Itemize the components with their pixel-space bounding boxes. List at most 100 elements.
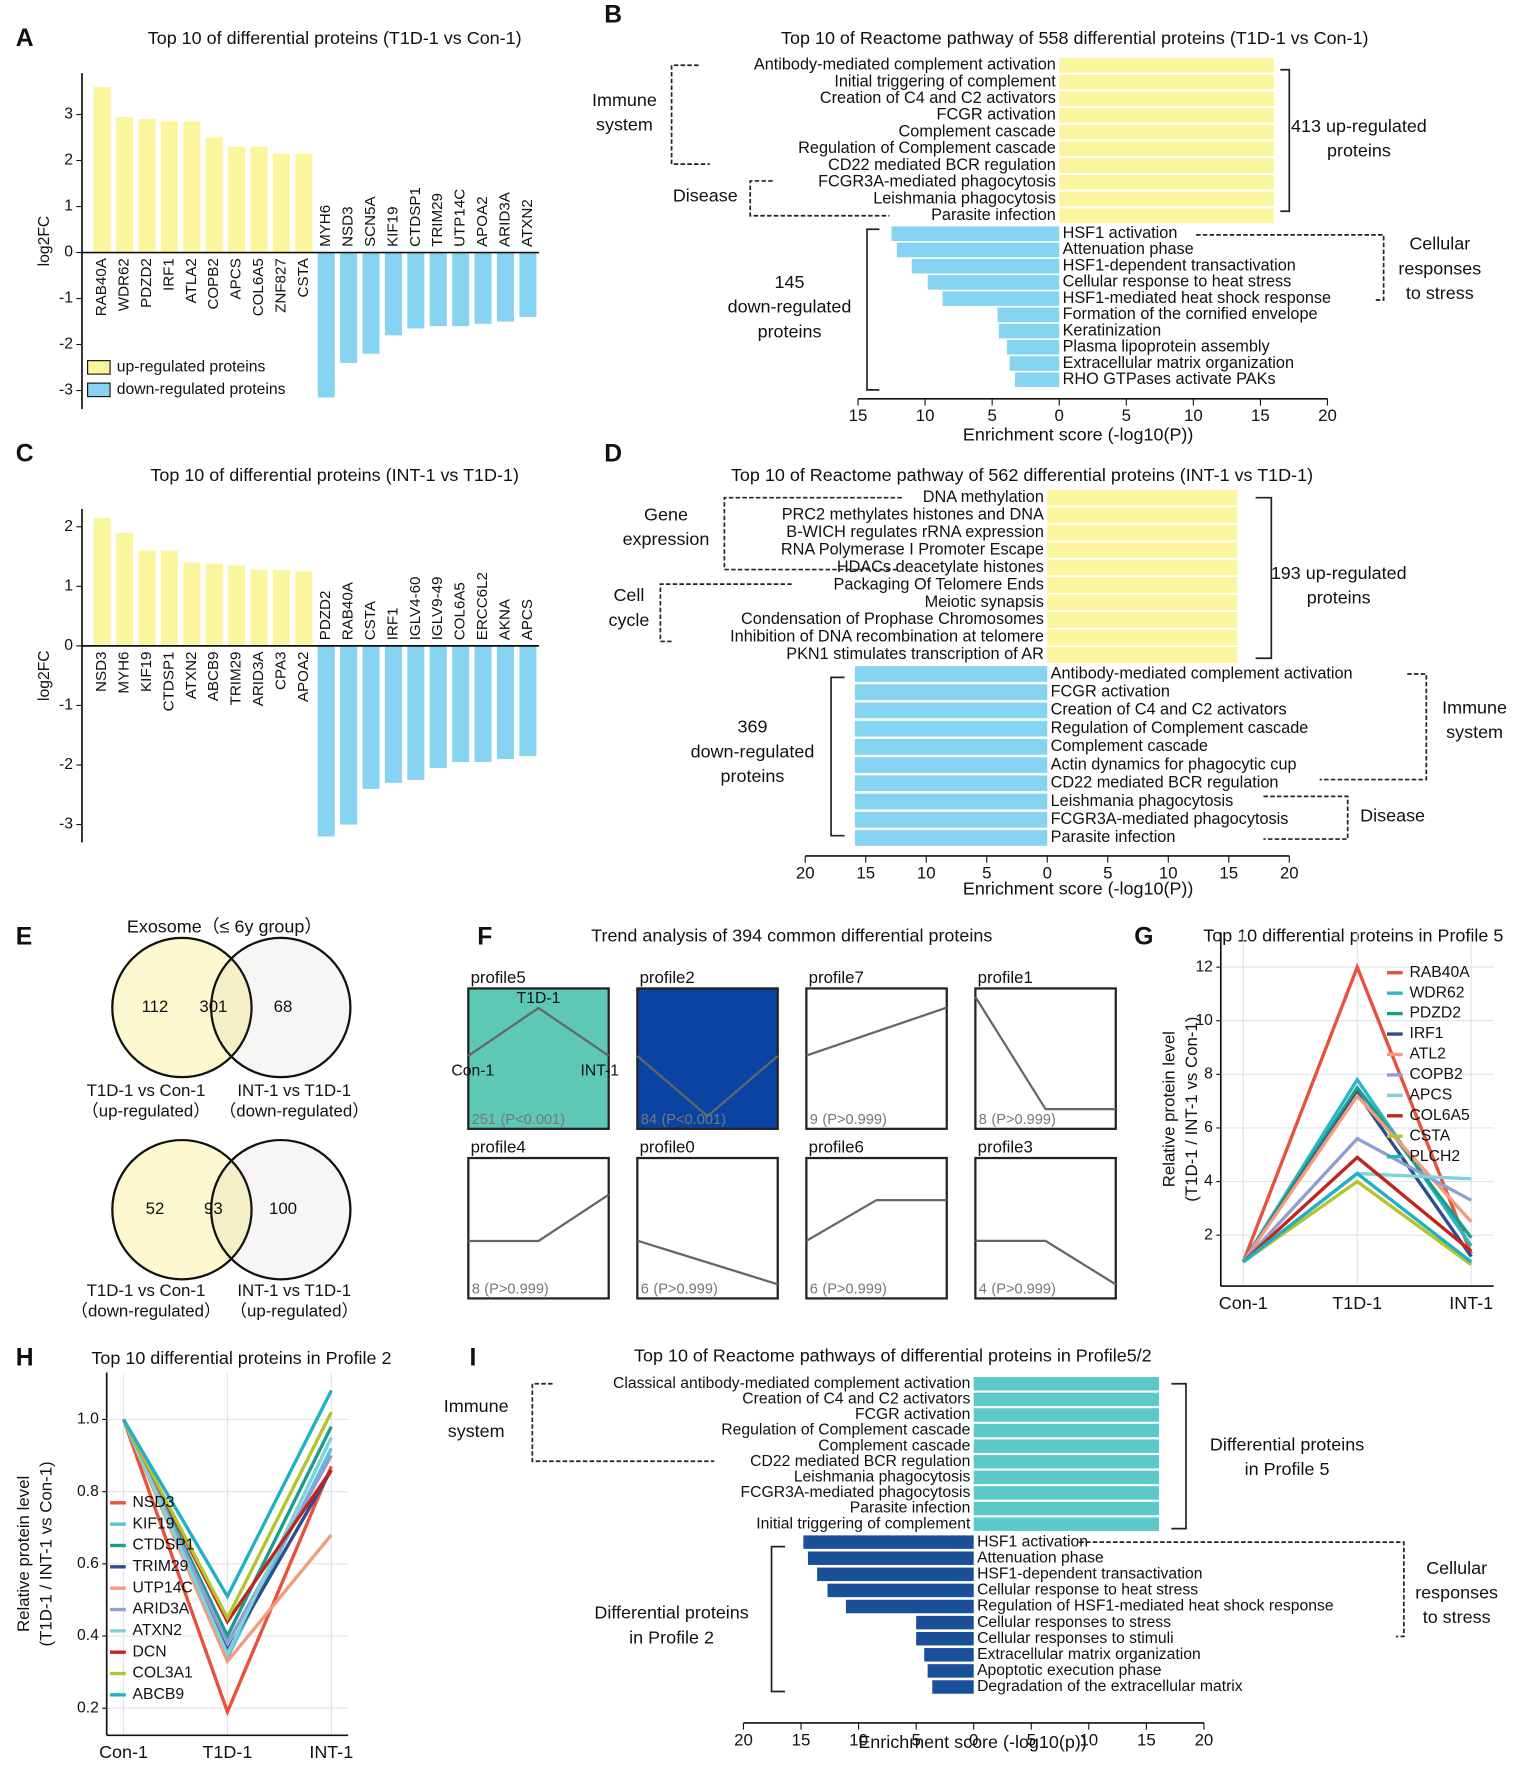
bar (317, 645, 335, 837)
bar (854, 811, 1048, 828)
x-tick-label: IRF1 (384, 607, 401, 640)
bar (891, 226, 1060, 242)
bar-label: RNA Polymerase I Promoter Escape (781, 540, 1044, 558)
legend-label: CTDSP1 (133, 1537, 195, 1554)
bar (1059, 208, 1274, 224)
y-axis-label: Relative protein level (14, 1476, 33, 1632)
bar (272, 153, 290, 253)
x-tick-label: 5 (982, 863, 991, 882)
legend-label: UTP14C (133, 1579, 193, 1596)
bar (1047, 612, 1238, 628)
x-tick-label: APOA2 (295, 652, 312, 703)
x-tick-label: ATLA2 (183, 258, 200, 303)
bar-label: Attenuation phase (977, 1549, 1104, 1566)
bar-label: Creation of C4 and C2 activators (742, 1391, 970, 1408)
x-tick-label: 0 (1043, 863, 1052, 882)
x-axis-label: Enrichment score (-log10(P)) (963, 425, 1193, 445)
profile-count: 84 (P<0.001) (641, 1112, 726, 1128)
bar-label: Extracellular matrix organization (1063, 354, 1294, 372)
y-tick-label: 8 (1204, 1065, 1213, 1082)
chart-title: Top 10 of Reactome pathways of different… (634, 1346, 1152, 1366)
x-tick-label: KIF19 (138, 652, 155, 692)
panel-letter: A (16, 25, 34, 52)
series-line (1242, 1136, 1473, 1264)
x-tick-label: 15 (1219, 863, 1238, 882)
bar-label: Leishmania phagocytosis (1051, 792, 1234, 810)
p-value: (P<0.001) (661, 1112, 726, 1128)
bar (973, 1486, 1160, 1500)
legend-label: ARID3A (133, 1601, 190, 1618)
venn-right (210, 936, 352, 1079)
annotation: Disease (1360, 805, 1425, 825)
profile-count: 6 (P>0.999) (810, 1281, 887, 1297)
x-tick-label: RAB40A (340, 581, 357, 640)
bar-label: Cellular responses to stimuli (977, 1630, 1174, 1647)
profile-x-label: INT-1 (581, 1063, 619, 1080)
x-tick-label: WDR62 (116, 258, 133, 311)
legend-label: COL6A5 (1409, 1107, 1470, 1124)
bar (854, 666, 1048, 682)
bar (1006, 339, 1060, 355)
y-tick-label: 1 (64, 577, 73, 594)
bar (340, 645, 358, 825)
bar (183, 121, 201, 253)
venn-label: （up-regulated） (82, 1101, 210, 1120)
x-tick-label: PDZD2 (138, 258, 155, 308)
annotation: 145 (775, 272, 805, 292)
dashed-connector (1196, 234, 1385, 301)
venn-count: 301 (199, 997, 227, 1016)
series-line (122, 1389, 333, 1600)
bar (854, 793, 1048, 810)
legend-label: DCN (133, 1643, 167, 1660)
bar (845, 1599, 974, 1614)
x-tick-label: 15 (792, 1730, 811, 1749)
legend-label: WDR62 (1409, 984, 1464, 1001)
bar (1009, 356, 1060, 371)
y-tick-label: 0.6 (77, 1555, 99, 1572)
bar-label: Parasite infection (850, 1500, 971, 1517)
legend-label: ATXN2 (133, 1622, 183, 1639)
bar (496, 252, 514, 322)
chart-title: Exosome（≤ 6y group） (127, 917, 322, 937)
bar-label: HDACs deacetylate histones (837, 558, 1044, 576)
annotation: system (596, 115, 653, 135)
bar (474, 252, 492, 324)
dashed-connector (1079, 1541, 1405, 1638)
bracket (1280, 68, 1291, 213)
x-tick-label: APOA2 (474, 196, 491, 247)
y-tick-label: 1.0 (77, 1411, 99, 1428)
bar (854, 720, 1048, 737)
x-tick-label: MYH6 (317, 205, 334, 247)
x-tick-label: ZNF827 (272, 258, 289, 313)
bar-label: Creation of C4 and C2 activators (1051, 701, 1287, 719)
dashed-connector (531, 1382, 715, 1463)
x-tick-label: 20 (1280, 863, 1299, 882)
profile-box (467, 987, 610, 1130)
bar (973, 1470, 1160, 1485)
bar (183, 562, 201, 646)
p-value: (P>0.999) (653, 1281, 718, 1297)
x-tick-label: SCN5A (362, 195, 379, 246)
bar-label: CD22 mediated BCR regulation (1051, 774, 1279, 792)
bar (1059, 57, 1274, 73)
venn-count: 68 (274, 997, 293, 1016)
x-tick-label: 15 (856, 863, 875, 882)
count: 84 (641, 1112, 657, 1128)
bar (272, 570, 290, 646)
x-tick-label: 0 (969, 1730, 978, 1749)
bar-label: FCGR3A-mediated phagocytosis (741, 1484, 971, 1501)
x-tick-label: 10 (1159, 863, 1178, 882)
legend-label: ATL2 (1409, 1046, 1445, 1063)
x-tick-label: INT-1 (309, 1742, 353, 1762)
bar (250, 146, 268, 253)
panel-letter: G (1134, 923, 1153, 950)
panel-letter: E (16, 923, 32, 950)
y-tick-label: 10 (1195, 1012, 1213, 1029)
bar-label: Regulation of Complement cascade (721, 1422, 970, 1439)
profile-name: profile5 (471, 968, 526, 987)
series-line (1241, 962, 1473, 1263)
x-tick-label: IGLV4-60 (407, 577, 424, 641)
annotation: down-regulated (728, 297, 852, 317)
bar (116, 116, 134, 253)
y-axis-label: log2FC (36, 216, 53, 267)
